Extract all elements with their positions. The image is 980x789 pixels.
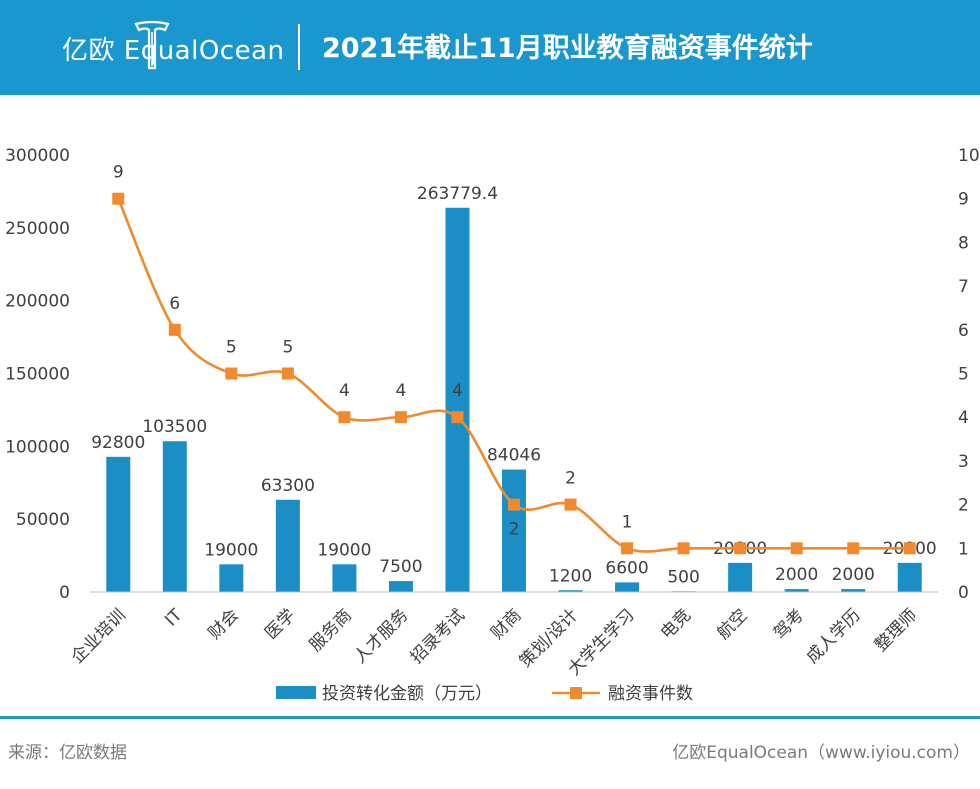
y-right-tick-label: 7 <box>958 277 969 297</box>
x-tick-label: IT <box>161 605 186 630</box>
line-point <box>225 367 238 380</box>
footer-divider <box>0 716 980 719</box>
y-right-tick-label: 2 <box>958 496 969 516</box>
x-tick-label: 招录考试 <box>407 605 469 667</box>
header-bar: 亿欧 EqualOcean 2021年截止11月职业教育融资事件统计 <box>0 0 980 95</box>
bar-value-label: 1200 <box>549 566 592 586</box>
y-right-tick-label: 0 <box>958 583 969 603</box>
bar-value-label: 2000 <box>775 565 818 585</box>
bar-value-label: 19000 <box>204 540 258 560</box>
x-tick-label: 企业培训 <box>68 605 130 667</box>
brand-name: 亿欧 EqualOcean <box>62 36 285 66</box>
bar-value-label: 92800 <box>91 433 145 453</box>
y-right-tick-label: 4 <box>958 408 969 428</box>
y-left-tick-label: 200000 <box>5 292 70 312</box>
legend-line-label: 融资事件数 <box>608 684 693 704</box>
x-tick-label: 财商 <box>487 605 525 643</box>
bar <box>784 589 809 592</box>
y-left-tick-label: 150000 <box>5 365 70 385</box>
header-divider <box>298 24 300 70</box>
line-value-label: 6 <box>169 294 180 314</box>
equalocean-logo-icon <box>134 20 170 70</box>
bar <box>728 562 753 592</box>
line-point <box>508 498 520 511</box>
line-point <box>847 542 860 555</box>
line-point <box>168 323 181 336</box>
bar <box>275 499 300 592</box>
y-left-tick-label: 250000 <box>5 219 70 239</box>
line-value-label: 2 <box>565 469 576 489</box>
x-tick-label: 航空 <box>713 605 751 643</box>
x-tick-label: 成人学历 <box>803 605 865 667</box>
bar-value-label: 6600 <box>605 558 648 578</box>
x-tick-label: 人才服务 <box>350 605 412 667</box>
line-point <box>621 542 634 555</box>
line-value-label: 4 <box>339 381 350 401</box>
x-tick-label: 财会 <box>205 605 243 643</box>
bar-value-label: 84046 <box>487 446 541 466</box>
bar-value-label: 263779.4 <box>417 184 498 204</box>
line-point <box>338 411 351 424</box>
x-tick-label: 医学 <box>261 605 299 643</box>
line-value-label: 5 <box>282 338 293 358</box>
legend-bar-label: 投资转化金额（万元） <box>322 684 492 704</box>
line-point <box>564 498 577 511</box>
line-point <box>903 542 916 555</box>
y-right-tick-label: 9 <box>958 190 969 210</box>
x-tick-label: 驾考 <box>770 605 808 643</box>
line-value-label: 5 <box>226 338 237 358</box>
bar <box>219 564 244 592</box>
line-point <box>451 411 464 424</box>
bar-value-label: 19000 <box>317 540 371 560</box>
y-left-tick-label: 100000 <box>5 437 70 457</box>
bar <box>502 469 526 592</box>
line-value-label: 4 <box>396 381 407 401</box>
y-right-tick-label: 5 <box>958 365 969 385</box>
y-right-tick-label: 6 <box>958 321 969 341</box>
bar-value-label: 7500 <box>379 557 422 577</box>
bar <box>106 456 131 592</box>
bar <box>332 564 357 592</box>
line-point <box>734 542 747 555</box>
y-right-tick-label: 1 <box>958 539 969 559</box>
line-value-label: 2 <box>509 520 520 540</box>
y-right-tick-label: 8 <box>958 233 969 253</box>
combo-chart: 0 50000 100000 150000 200000 250000 300000 0 1 2 3… <box>5 146 980 704</box>
line-point <box>281 367 294 380</box>
bar <box>162 441 187 592</box>
x-tick-label: 整理师 <box>871 605 921 655</box>
line-point <box>790 542 803 555</box>
bar-value-label: 63300 <box>261 476 315 496</box>
page-title: 2021年截止11月职业教育融资事件统计 <box>322 33 813 64</box>
y-right-tick-label: 10 <box>958 146 980 166</box>
source-note: 来源：亿欧数据 <box>8 743 127 763</box>
bar <box>841 589 866 592</box>
legend-bar-swatch <box>276 686 316 699</box>
y-right-tick-label: 3 <box>958 452 969 472</box>
credit-note: 亿欧EqualOcean（www.iyiou.com） <box>672 743 970 763</box>
y-left-tick-label: 300000 <box>5 146 70 166</box>
legend-line-marker <box>570 687 582 699</box>
line-value-label: 9 <box>113 163 124 183</box>
line-point <box>677 542 690 555</box>
y-left-tick-label: 50000 <box>16 510 70 530</box>
x-tick-label: 服务商 <box>306 605 356 655</box>
bar <box>558 590 583 592</box>
bar-value-label: 2000 <box>832 565 875 585</box>
bar <box>897 562 922 592</box>
line-point <box>394 411 407 424</box>
line-point <box>112 192 125 205</box>
y-left-tick-label: 0 <box>59 583 70 603</box>
bar-value-label: 103500 <box>142 417 207 437</box>
line-value-label: 1 <box>622 512 633 532</box>
x-tick-label: 电竞 <box>657 605 695 643</box>
bar <box>388 581 413 592</box>
line-value-label: 4 <box>452 381 463 401</box>
bar <box>445 207 470 592</box>
bar-value-label: 500 <box>667 567 699 587</box>
bar <box>615 582 640 592</box>
